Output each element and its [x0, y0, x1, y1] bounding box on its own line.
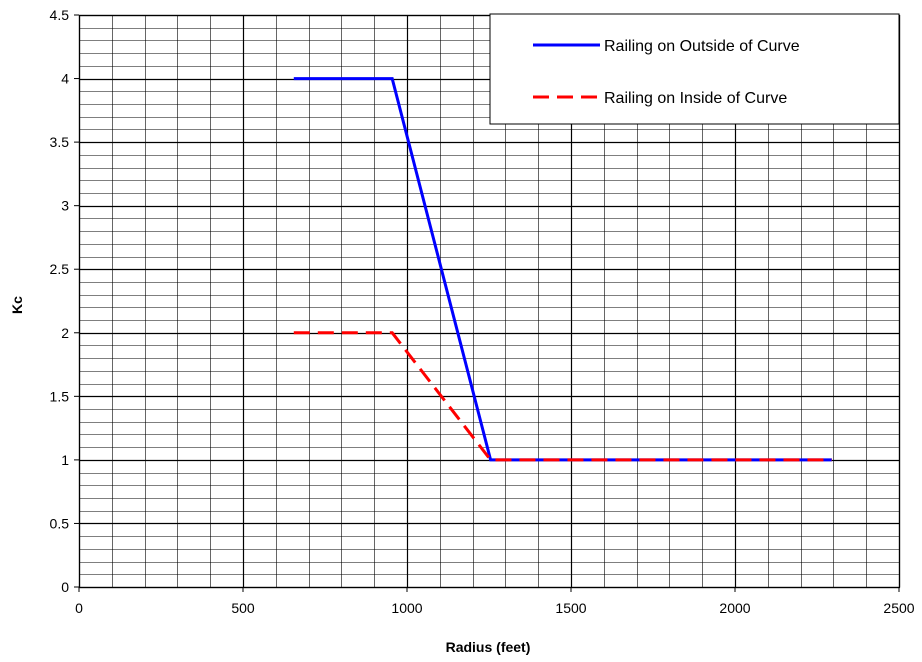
x-axis-title: Radius (feet)	[446, 639, 531, 655]
y-tick-label: 0.5	[50, 515, 70, 531]
legend-label-inside: Railing on Inside of Curve	[604, 90, 787, 107]
y-tick-label: 4	[61, 71, 69, 87]
y-axis-title: Kc	[9, 296, 25, 314]
tick-labels: 0 0.5 1 1.5 2 2.5 3 3.5 4 4.5 0 500 1000 1500 2000 2500	[50, 7, 915, 616]
x-tick-label: 1500	[555, 600, 586, 616]
y-tick-label: 3.5	[50, 134, 70, 150]
x-tick-label: 500	[231, 600, 255, 616]
legend-box	[489, 13, 900, 125]
series-line-inside	[293, 331, 832, 462]
legend: Railing on Outside of Curve Railing on I…	[489, 13, 900, 125]
series-lines	[293, 77, 832, 462]
y-tick-label: 3	[61, 198, 69, 214]
x-tick-label: 1000	[391, 600, 422, 616]
x-tick-label: 2500	[883, 600, 914, 616]
y-tick-label: 1	[61, 452, 69, 468]
y-tick-label: 4.5	[50, 7, 70, 23]
y-tick-label: 1.5	[50, 388, 70, 404]
legend-label-outside: Railing on Outside of Curve	[604, 38, 800, 55]
x-tick-label: 0	[75, 600, 83, 616]
y-tick-label: 0	[61, 579, 69, 595]
y-tick-label: 2.5	[50, 261, 70, 277]
x-tick-label: 2000	[719, 600, 750, 616]
y-tick-label: 2	[61, 325, 69, 341]
series-line-outside	[293, 77, 832, 462]
